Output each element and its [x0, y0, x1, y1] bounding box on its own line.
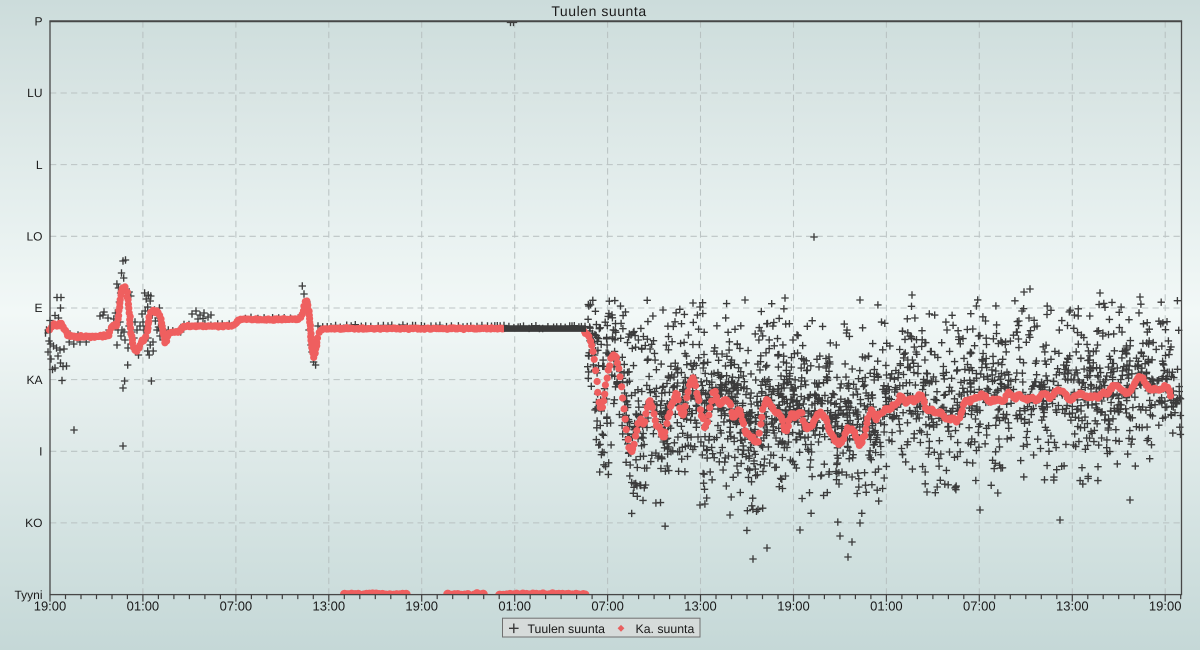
svg-text:KA: KA	[26, 373, 42, 387]
svg-text:01:00: 01:00	[498, 599, 531, 614]
svg-text:Tuulen suunta: Tuulen suunta	[551, 3, 646, 19]
svg-text:13:00: 13:00	[313, 599, 346, 614]
svg-text:01:00: 01:00	[127, 599, 160, 614]
svg-text:13:00: 13:00	[1056, 599, 1089, 614]
svg-text:07:00: 07:00	[220, 599, 253, 614]
svg-text:13:00: 13:00	[684, 599, 717, 614]
svg-text:KO: KO	[25, 516, 42, 530]
svg-text:07:00: 07:00	[591, 599, 624, 614]
svg-text:Tuulen suunta: Tuulen suunta	[528, 622, 606, 636]
svg-text:E: E	[34, 301, 42, 315]
svg-text:I: I	[39, 445, 42, 459]
svg-text:01:00: 01:00	[870, 599, 903, 614]
svg-text:19:00: 19:00	[777, 599, 810, 614]
svg-text:19:00: 19:00	[405, 599, 438, 614]
svg-text:19:00: 19:00	[1149, 599, 1182, 614]
svg-text:Ka. suunta: Ka. suunta	[636, 622, 695, 636]
svg-text:LU: LU	[27, 86, 42, 100]
svg-text:Tyyni: Tyyni	[14, 588, 42, 602]
svg-text:07:00: 07:00	[963, 599, 996, 614]
svg-text:19:00: 19:00	[34, 599, 67, 614]
svg-text:LO: LO	[26, 230, 42, 244]
svg-text:P: P	[34, 15, 42, 29]
svg-text:L: L	[36, 158, 43, 172]
